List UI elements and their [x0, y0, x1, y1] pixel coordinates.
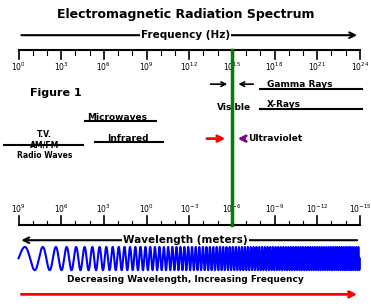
Text: Frequency (Hz): Frequency (Hz) — [141, 30, 230, 40]
Text: $10^{-6}$: $10^{-6}$ — [222, 202, 242, 215]
Text: Figure 1: Figure 1 — [30, 88, 81, 98]
Text: $10^{0}$: $10^{0}$ — [11, 61, 26, 73]
Text: Gamma Rays: Gamma Rays — [267, 80, 333, 89]
Text: $10^{6}$: $10^{6}$ — [96, 61, 111, 73]
Text: Visible: Visible — [217, 103, 251, 112]
Text: $10^{9}$: $10^{9}$ — [139, 61, 154, 73]
Text: Wavelength (meters): Wavelength (meters) — [123, 235, 248, 245]
Text: $10^{6}$: $10^{6}$ — [54, 202, 69, 215]
Text: $10^{-3}$: $10^{-3}$ — [180, 202, 199, 215]
Text: Ultraviolet: Ultraviolet — [249, 134, 303, 143]
Text: $10^{3}$: $10^{3}$ — [54, 61, 69, 73]
Text: Electromagnetic Radiation Spectrum: Electromagnetic Radiation Spectrum — [57, 8, 314, 21]
Text: $10^{24}$: $10^{24}$ — [351, 61, 369, 73]
Text: $10^{-12}$: $10^{-12}$ — [306, 202, 328, 215]
Text: $10^{18}$: $10^{18}$ — [265, 61, 284, 73]
Text: $10^{-15}$: $10^{-15}$ — [349, 202, 371, 215]
Text: Infrared: Infrared — [107, 134, 149, 143]
Text: $10^{0}$: $10^{0}$ — [139, 202, 154, 215]
Text: T.V.
AM/FM
Radio Waves: T.V. AM/FM Radio Waves — [17, 130, 72, 160]
Text: $10^{21}$: $10^{21}$ — [308, 61, 326, 73]
Text: Microwaves: Microwaves — [87, 113, 147, 122]
Text: $10^{3}$: $10^{3}$ — [96, 202, 111, 215]
Text: $10^{15}$: $10^{15}$ — [223, 61, 241, 73]
Text: X-Rays: X-Rays — [267, 99, 301, 109]
Text: $10^{-9}$: $10^{-9}$ — [265, 202, 284, 215]
Text: $10^{12}$: $10^{12}$ — [180, 61, 198, 73]
Text: $10^{9}$: $10^{9}$ — [11, 202, 26, 215]
Text: Decreasing Wavelength, Increasing Frequency: Decreasing Wavelength, Increasing Freque… — [67, 275, 304, 285]
